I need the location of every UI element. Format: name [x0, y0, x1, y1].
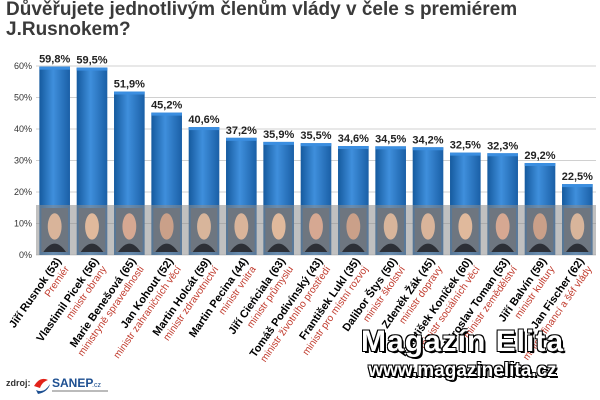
value-label: 32,5% [450, 140, 481, 152]
photo-band [36, 205, 596, 255]
value-label: 51,9% [114, 79, 145, 91]
portrait-suit [528, 243, 552, 252]
y-tick-label: 30% [14, 156, 32, 166]
value-label: 34,6% [338, 133, 369, 145]
bar-top [188, 127, 220, 131]
portrait-face [346, 213, 361, 240]
portrait-face [495, 213, 510, 240]
portrait-suit [379, 243, 402, 252]
portrait-suit [267, 243, 290, 252]
sanep-logo: SANEP .cz [34, 376, 108, 394]
bar-top [375, 146, 406, 150]
value-label: 32,3% [487, 140, 518, 152]
value-label: 34,2% [412, 134, 443, 146]
value-label: 29,2% [524, 150, 555, 162]
value-label: 35,5% [300, 130, 331, 142]
portrait-face [197, 213, 211, 240]
portrait-face [47, 213, 62, 240]
portrait-face [85, 213, 99, 240]
portrait-face [421, 213, 435, 240]
y-tick-label: 20% [14, 187, 32, 197]
bar-top [39, 66, 70, 70]
chart-title: Důvěřujete jednotlivým členům vlády v če… [6, 0, 518, 40]
portrait-suit [118, 243, 141, 252]
bar-top [562, 184, 593, 188]
portrait-face [570, 213, 585, 240]
bar-top [226, 137, 257, 141]
portrait-face [159, 213, 174, 240]
portrait-suit [566, 243, 589, 252]
bar-top [487, 153, 518, 157]
portrait-suit [43, 243, 66, 252]
svg-text:SANEP: SANEP [52, 376, 93, 390]
portrait-face [309, 213, 323, 240]
bar-top [338, 146, 369, 150]
watermark-url: www.magazinelita.cz [368, 360, 557, 381]
portrait-suit [230, 243, 253, 252]
portrait-suit [491, 243, 514, 252]
value-label: 40,6% [188, 114, 219, 126]
portrait-face [271, 213, 286, 240]
source-label: zdroj: [6, 378, 31, 388]
portrait-face [383, 213, 398, 240]
bar-top [524, 163, 556, 167]
value-label: 37,2% [226, 125, 257, 137]
y-tick-label: 40% [14, 124, 32, 134]
logo-swoosh-icon [34, 378, 48, 388]
portrait-suit [192, 243, 216, 252]
bar-top [114, 91, 145, 95]
portrait-face [234, 213, 249, 240]
portrait-suit [454, 243, 477, 252]
value-label: 59,5% [76, 55, 107, 67]
value-labels: 59,8% 59,5% 51,9% 45,2% 40,6% 37,2% 35,9% 35,5%… [39, 54, 593, 183]
y-tick-label: 10% [14, 219, 32, 229]
bar-top [151, 112, 182, 116]
value-label: 35,9% [263, 129, 294, 141]
svg-text:.cz: .cz [92, 382, 101, 389]
y-tick-label: 60% [14, 61, 32, 71]
portrait-face [533, 213, 547, 240]
y-tick-label: 50% [14, 93, 32, 103]
y-tick-label: 0% [19, 250, 32, 260]
portrait-suit [342, 243, 365, 252]
portrait-suit [80, 243, 104, 252]
watermark-title: Magazín Elita [360, 325, 565, 358]
bar-top [412, 147, 444, 151]
value-label: 34,5% [375, 133, 406, 145]
value-label: 22,5% [562, 171, 593, 183]
bar-top [76, 67, 108, 71]
portrait-suit [155, 243, 178, 252]
portrait-suit [304, 243, 328, 252]
value-label: 59,8% [39, 54, 70, 66]
y-axis: 0% 10% 20% 30% 40% 50% 60% [14, 61, 32, 260]
watermark: Magazín Elita www.magazinelita.cz [330, 325, 595, 383]
bar-top [450, 152, 481, 156]
portrait-face [122, 213, 137, 240]
bar-top [300, 143, 332, 147]
bar-top [263, 141, 294, 145]
value-label: 45,2% [151, 100, 182, 112]
portrait-face [458, 213, 473, 240]
portrait-suit [416, 243, 440, 252]
